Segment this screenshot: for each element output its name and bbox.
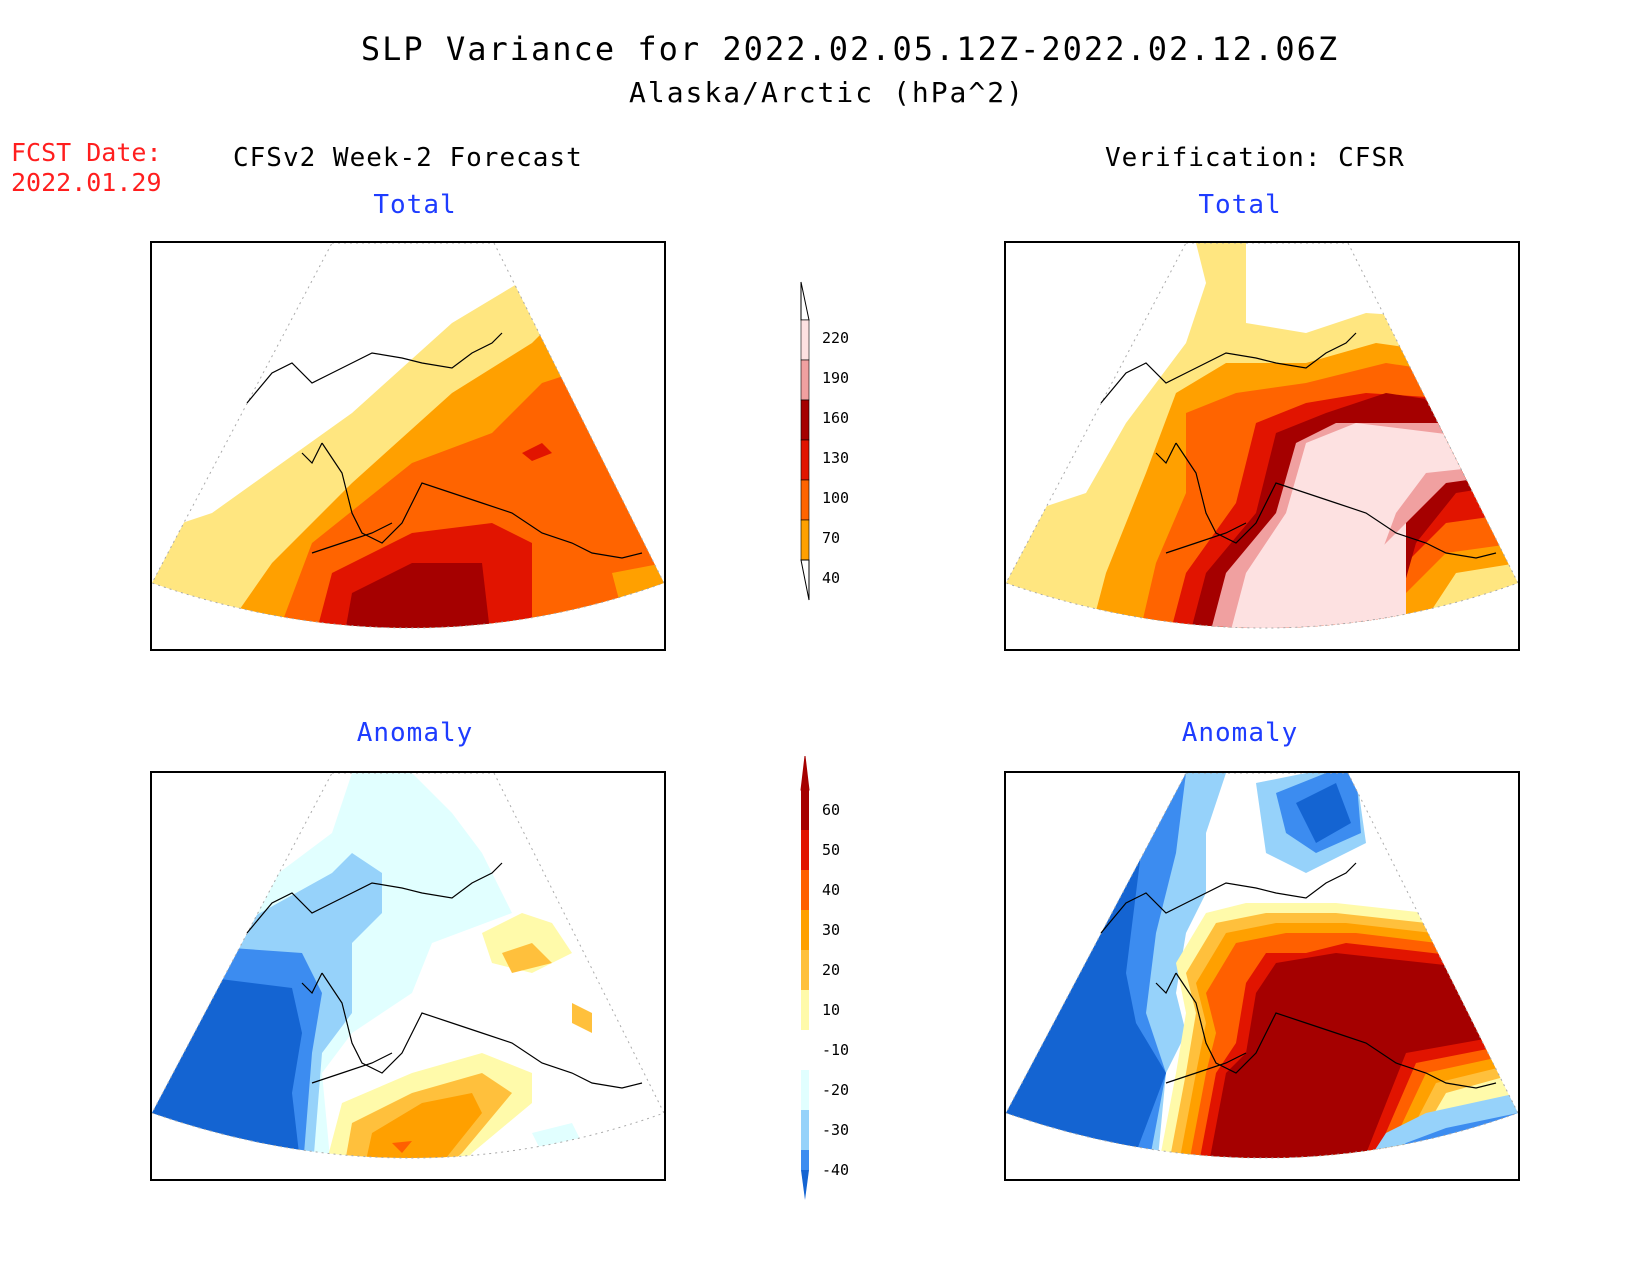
anomaly-bin-minus20-minus30 [801,1110,809,1150]
total-tick-220: 220 [822,329,850,347]
total-tick-190: 190 [822,369,850,387]
verify-total-map [1004,241,1520,651]
anomaly-bin-minus30-minus40 [801,1150,809,1170]
total-bin-160-190 [800,359,810,401]
anomaly-bin-30-40 [801,910,809,950]
anomaly-tick-10: 10 [822,1001,841,1019]
anomaly-bin-minus10-minus20 [801,1070,809,1110]
verify-total-title: Total [1198,190,1282,220]
anomaly-tick-60: 60 [822,801,841,819]
total-tick-130: 130 [822,449,850,467]
anomaly-bin-50-60 [801,830,809,870]
verify-anomaly-title: Anomaly [1181,718,1299,748]
forecast-date-value: 2022.01.29 [11,168,162,197]
forecast-column-heading: CFSv2 Week-2 Forecast [233,143,583,173]
forecast-total-map [150,241,666,651]
total-colorbar [795,280,865,610]
anomaly-tick-minus40: -40 [822,1161,850,1179]
total-bin-130-160 [800,399,810,441]
anomaly-tick-30: 30 [822,921,841,939]
anomaly-bin-20-30 [801,950,809,990]
anomaly-bin-40-50 [801,870,809,910]
total-bin-190-220 [800,319,810,361]
verification-column-heading: Verification: CFSR [1105,143,1405,173]
total-tick-100: 100 [822,489,850,507]
total-tick-70: 70 [822,529,841,547]
total-bin-70-100 [800,479,810,521]
anomaly-bin-10-20 [801,990,809,1030]
forecast-total-title: Total [373,190,457,220]
anomaly-tick-50: 50 [822,841,841,859]
total-bin-100-130 [800,439,810,481]
forecast-anomaly-title: Anomaly [356,718,474,748]
forecast-date-block: FCST Date: 2022.01.29 [11,138,162,198]
total-tick-160: 160 [822,409,850,427]
anomaly-tick-minus30: -30 [822,1121,850,1139]
anomaly-colorbar-labels: 60 50 40 30 20 10 -10 -20 -30 -40 [822,790,849,1190]
main-title: SLP Variance for 2022.02.05.12Z-2022.02.… [360,30,1340,68]
total-colorbar-labels: 220 190 160 130 100 70 40 [822,318,849,598]
total-tick-40: 40 [822,569,841,587]
anomaly-tick-minus20: -20 [822,1081,850,1099]
main-subtitle: Alaska/Arctic (hPa^2) [628,76,1025,109]
forecast-anomaly-map [150,771,666,1181]
anomaly-tick-20: 20 [822,961,841,979]
anomaly-bin-neutral [801,1030,809,1070]
anomaly-colorbar [795,755,865,1200]
total-bin-40-70 [800,519,810,561]
forecast-date-label: FCST Date: [11,138,162,167]
anomaly-tick-40: 40 [822,881,841,899]
anomaly-tick-minus10: -10 [822,1041,850,1059]
anomaly-bin-60-plus [801,790,809,830]
verify-anomaly-map [1004,771,1520,1181]
